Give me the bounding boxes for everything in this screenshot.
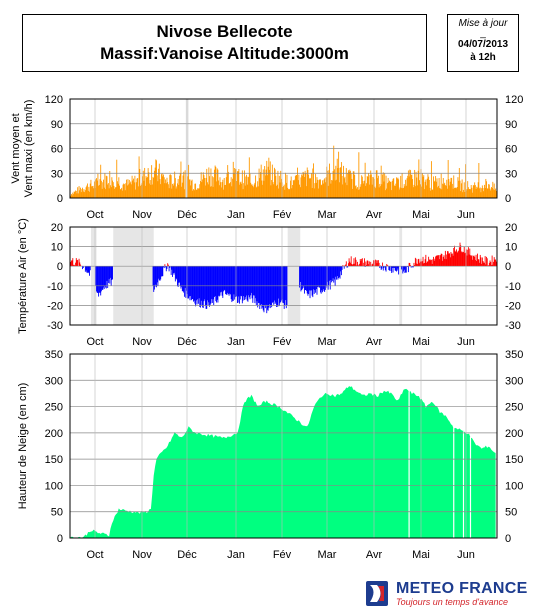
- update-date: 04/07/2013: [457, 39, 509, 50]
- charts-canvas: 0 0 30 30 60 60 90 90 120 120 Oct Nov Déc Jan Fév Mar Av…: [10, 94, 523, 561]
- x-month-label: Fév: [273, 336, 292, 348]
- missing-data-band: [287, 227, 301, 325]
- chart-panel-3: 0 0 50 50 100 100 150 150 200 200 250 250 300 300 350 3…: [17, 349, 523, 561]
- y-tick-label-left: 0: [57, 193, 63, 205]
- y-tick-label-right: 250: [505, 402, 523, 414]
- y-tick-label-left: -10: [47, 281, 63, 293]
- update-label: Mise à jour: [458, 18, 508, 29]
- y-tick-label-right: -30: [505, 320, 521, 332]
- y-tick-label-right: 10: [505, 242, 517, 254]
- update-time: à 12h: [470, 52, 496, 63]
- y-tick-label-right: 300: [505, 375, 523, 387]
- x-month-label: Déc: [177, 336, 197, 348]
- y-tick-label-right: 20: [505, 222, 517, 234]
- y-tick-label-right: -20: [505, 300, 521, 312]
- x-month-label: Jun: [457, 549, 475, 561]
- y-tick-label-left: 30: [51, 168, 63, 180]
- snow-depth-area: [70, 386, 496, 538]
- y-tick-label-left: 150: [45, 454, 63, 466]
- x-month-label: Jan: [227, 209, 245, 221]
- y-tick-label-right: -10: [505, 281, 521, 293]
- update-dash: _: [480, 28, 486, 39]
- plot-frame: [69, 353, 498, 539]
- y-tick-label-right: 200: [505, 428, 523, 440]
- x-month-label: Nov: [132, 336, 152, 348]
- x-month-label: Mar: [318, 549, 337, 561]
- y-tick-label-left: 120: [45, 94, 63, 106]
- x-month-label: Mai: [412, 336, 430, 348]
- y-tick-label-right: 50: [505, 507, 517, 519]
- chart-title-box: Nivose Bellecote Massif:Vanoise Altitude…: [22, 14, 427, 72]
- y-axis-title: Hauteur de Neige (en cm): [17, 383, 29, 510]
- x-month-label: Jan: [227, 336, 245, 348]
- x-month-label: Oct: [86, 549, 103, 561]
- y-tick-label-left: 90: [51, 119, 63, 131]
- y-tick-label-right: 120: [505, 94, 523, 106]
- y-tick-label-left: 100: [45, 480, 63, 492]
- x-month-label: Mar: [318, 209, 337, 221]
- chart-panel-1: 0 0 30 30 60 60 90 90 120 120 Oct Nov Déc Jan Fév Mar Av…: [10, 94, 523, 221]
- y-tick-label-left: -30: [47, 320, 63, 332]
- y-tick-label-right: 60: [505, 144, 517, 156]
- y-axis-title-line1: Vent moyen et: [10, 113, 22, 183]
- x-month-label: Jan: [227, 549, 245, 561]
- logo-name: METEO FRANCE: [396, 580, 528, 597]
- plot-frame: [69, 98, 498, 199]
- y-tick-label-left: 300: [45, 375, 63, 387]
- missing-data-band: [399, 227, 403, 325]
- x-month-label: Déc: [177, 209, 197, 221]
- plot-frame: [69, 226, 498, 326]
- x-month-label: Mai: [412, 209, 430, 221]
- missing-data-band: [90, 227, 97, 325]
- x-month-label: Jun: [457, 336, 475, 348]
- update-box: Mise à jour _ 04/07/2013 à 12h: [447, 14, 519, 72]
- x-month-label: Fév: [273, 549, 292, 561]
- y-tick-label-right: 350: [505, 349, 523, 361]
- y-tick-label-left: 200: [45, 428, 63, 440]
- logo-tagline: Toujours un temps d'avance: [396, 597, 508, 607]
- y-tick-label-right: 100: [505, 480, 523, 492]
- x-month-label: Nov: [132, 209, 152, 221]
- y-tick-label-left: 60: [51, 144, 63, 156]
- missing-data-band: [113, 227, 154, 325]
- meteo-france-logo: METEO FRANCE Toujours un temps d'avance: [366, 580, 533, 608]
- meteo-france-logo-icon: [366, 581, 388, 606]
- y-tick-label-right: 30: [505, 168, 517, 180]
- x-month-label: Mar: [318, 336, 337, 348]
- y-tick-label-left: -20: [47, 300, 63, 312]
- station-subtitle: Massif:Vanoise Altitude:3000m: [100, 44, 349, 63]
- x-month-label: Oct: [86, 336, 103, 348]
- y-tick-label-left: 250: [45, 402, 63, 414]
- x-month-label: Mai: [412, 549, 430, 561]
- x-month-label: Nov: [132, 549, 152, 561]
- x-month-label: Avr: [366, 549, 383, 561]
- y-tick-label-left: 0: [57, 533, 63, 545]
- chart-panel-2: -30 -30 -20 -20 -10 -10 0 0 10 10 20 20 Oct Nov Déc Jan…: [17, 218, 521, 348]
- x-month-label: Jun: [457, 209, 475, 221]
- x-month-label: Oct: [86, 209, 103, 221]
- y-tick-label-left: 20: [51, 222, 63, 234]
- y-tick-label-right: 0: [505, 261, 511, 273]
- y-tick-label-right: 0: [505, 193, 511, 205]
- y-tick-label-left: 350: [45, 349, 63, 361]
- y-tick-label-right: 150: [505, 454, 523, 466]
- y-axis-title-line2: Vent maxi (en km/h): [23, 100, 35, 198]
- y-tick-label-left: 50: [51, 507, 63, 519]
- x-month-label: Avr: [366, 336, 383, 348]
- x-month-label: Fév: [273, 209, 292, 221]
- y-tick-label-right: 90: [505, 119, 517, 131]
- y-tick-label-right: 0: [505, 533, 511, 545]
- y-tick-label-left: 10: [51, 242, 63, 254]
- station-title: Nivose Bellecote: [156, 22, 293, 41]
- x-month-label: Déc: [177, 549, 197, 561]
- y-axis-title: Température Air (en °C): [17, 218, 29, 334]
- y-tick-label-left: 0: [57, 261, 63, 273]
- x-month-label: Avr: [366, 209, 383, 221]
